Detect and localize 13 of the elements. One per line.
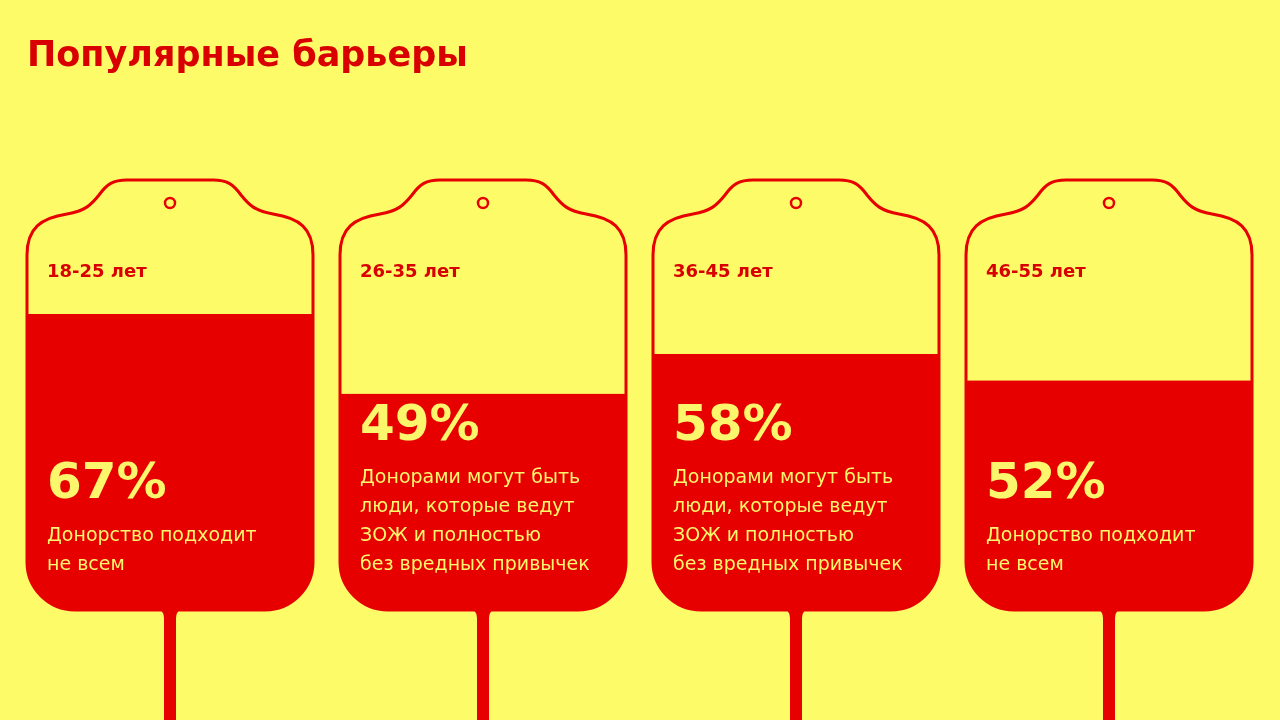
annotation: Донорство подходит не всем (985, 523, 1196, 574)
x-tick-label: 18-25 лет (47, 260, 148, 281)
x-tick-label: 26-35 лет (359, 260, 461, 281)
data-label: 67% (47, 452, 167, 510)
chart-title: Популярные барьеры (27, 34, 468, 74)
data-label: 49% (359, 394, 480, 452)
x-tick-label: 46-55 лет (985, 260, 1087, 281)
data-label: 58% (672, 394, 793, 452)
x-tick-label: 36-45 лет (672, 260, 774, 281)
annotation: Донорами могут быть люди, которые ведут ЗОЖ и полностью без вредных привычек (672, 465, 903, 574)
annotation: Донорство подходит не всем (47, 523, 257, 574)
data-label: 52% (985, 452, 1106, 510)
annotation: Донорами могут быть люди, которые ведут ЗОЖ и полностью без вредных привычек (359, 465, 590, 574)
